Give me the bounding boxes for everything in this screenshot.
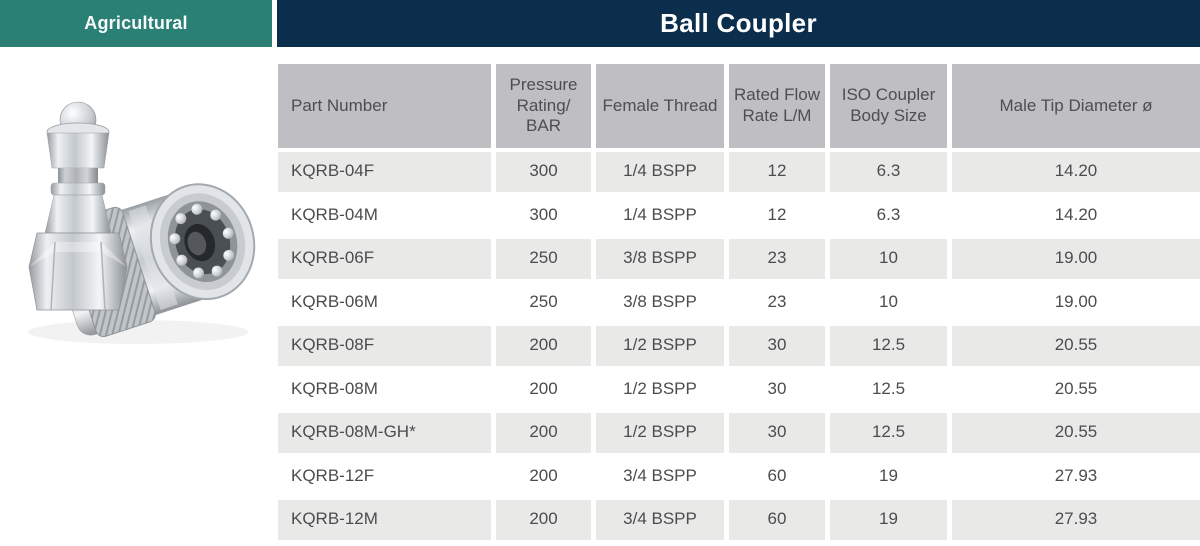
cell-rated-flow-rate: 12 xyxy=(729,195,825,235)
cell-part-number: KQRB-12M xyxy=(278,500,491,540)
cell-part-number: KQRB-08F xyxy=(278,326,491,366)
page-title: Ball Coupler xyxy=(660,8,817,38)
cell-iso-coupler-body-size: 19 xyxy=(830,456,947,496)
cell-pressure-rating-bar: 200 xyxy=(496,369,591,409)
cell-female-thread: 3/8 BSPP xyxy=(596,282,724,322)
cell-pressure-rating-bar: 300 xyxy=(496,195,591,235)
table-body: KQRB-04F 300 1/4 BSPP 12 6.3 14.20 KQRB-04M 300… xyxy=(278,152,1200,540)
table-row: KQRB-08M-GH* 200 1/2 BSPP 30 12.5 20.55 xyxy=(278,413,1200,453)
coupler-illustration xyxy=(28,101,256,344)
cell-female-thread: 1/4 BSPP xyxy=(596,152,724,192)
column-header-part-number: Part Number xyxy=(278,64,491,148)
cell-rated-flow-rate: 60 xyxy=(729,500,825,540)
cell-iso-coupler-body-size: 19 xyxy=(830,500,947,540)
cell-iso-coupler-body-size: 12.5 xyxy=(830,326,947,366)
table-header-row: Part Number Pressure Rating/ BAR Female Th… xyxy=(278,64,1200,148)
cell-part-number: KQRB-06F xyxy=(278,239,491,279)
cell-iso-coupler-body-size: 12.5 xyxy=(830,369,947,409)
title-banner: Ball Coupler xyxy=(277,0,1200,47)
cell-pressure-rating-bar: 200 xyxy=(496,326,591,366)
cell-male-tip-diameter: 19.00 xyxy=(952,239,1200,279)
cell-iso-coupler-body-size: 12.5 xyxy=(830,413,947,453)
cell-female-thread: 3/4 BSPP xyxy=(596,500,724,540)
table-row: KQRB-08F 200 1/2 BSPP 30 12.5 20.55 xyxy=(278,326,1200,366)
cell-rated-flow-rate: 30 xyxy=(729,413,825,453)
cell-male-tip-diameter: 14.20 xyxy=(952,195,1200,235)
cell-male-tip-diameter: 20.55 xyxy=(952,326,1200,366)
cell-rated-flow-rate: 30 xyxy=(729,369,825,409)
table-row: KQRB-12M 200 3/4 BSPP 60 19 27.93 xyxy=(278,500,1200,540)
cell-iso-coupler-body-size: 6.3 xyxy=(830,152,947,192)
cell-pressure-rating-bar: 200 xyxy=(496,500,591,540)
spec-table: Part Number Pressure Rating/ BAR Female Th… xyxy=(278,64,1200,544)
cell-pressure-rating-bar: 200 xyxy=(496,456,591,496)
cell-part-number: KQRB-08M xyxy=(278,369,491,409)
category-banner: Agricultural xyxy=(0,0,272,47)
table-row: KQRB-04M 300 1/4 BSPP 12 6.3 14.20 xyxy=(278,195,1200,235)
product-photo xyxy=(8,70,266,362)
cell-rated-flow-rate: 30 xyxy=(729,326,825,366)
cell-rated-flow-rate: 60 xyxy=(729,456,825,496)
cell-male-tip-diameter: 20.55 xyxy=(952,413,1200,453)
cell-female-thread: 1/4 BSPP xyxy=(596,195,724,235)
column-header-iso-coupler-body-size: ISO Coupler Body Size xyxy=(830,64,947,148)
cell-iso-coupler-body-size: 10 xyxy=(830,282,947,322)
cell-female-thread: 3/8 BSPP xyxy=(596,239,724,279)
cell-female-thread: 1/2 BSPP xyxy=(596,413,724,453)
cell-part-number: KQRB-04F xyxy=(278,152,491,192)
cell-male-tip-diameter: 14.20 xyxy=(952,152,1200,192)
cell-female-thread: 3/4 BSPP xyxy=(596,456,724,496)
cell-rated-flow-rate: 23 xyxy=(729,282,825,322)
cell-pressure-rating-bar: 200 xyxy=(496,413,591,453)
cell-iso-coupler-body-size: 10 xyxy=(830,239,947,279)
table-row: KQRB-06M 250 3/8 BSPP 23 10 19.00 xyxy=(278,282,1200,322)
cell-part-number: KQRB-04M xyxy=(278,195,491,235)
cell-male-tip-diameter: 20.55 xyxy=(952,369,1200,409)
column-header-male-tip-diameter: Male Tip Diameter ø xyxy=(952,64,1200,148)
cell-male-tip-diameter: 19.00 xyxy=(952,282,1200,322)
cell-part-number: KQRB-08M-GH* xyxy=(278,413,491,453)
table-row: KQRB-04F 300 1/4 BSPP 12 6.3 14.20 xyxy=(278,152,1200,192)
table-row: KQRB-12F 200 3/4 BSPP 60 19 27.93 xyxy=(278,456,1200,496)
cell-rated-flow-rate: 12 xyxy=(729,152,825,192)
cell-rated-flow-rate: 23 xyxy=(729,239,825,279)
column-header-rated-flow-rate: Rated Flow Rate L/M xyxy=(729,64,825,148)
cell-male-tip-diameter: 27.93 xyxy=(952,456,1200,496)
category-label: Agricultural xyxy=(84,13,188,33)
cell-female-thread: 1/2 BSPP xyxy=(596,326,724,366)
column-header-female-thread: Female Thread xyxy=(596,64,724,148)
table-row: KQRB-08M 200 1/2 BSPP 30 12.5 20.55 xyxy=(278,369,1200,409)
cell-pressure-rating-bar: 250 xyxy=(496,239,591,279)
cell-pressure-rating-bar: 300 xyxy=(496,152,591,192)
table-row: KQRB-06F 250 3/8 BSPP 23 10 19.00 xyxy=(278,239,1200,279)
cell-pressure-rating-bar: 250 xyxy=(496,282,591,322)
column-header-pressure-rating-bar: Pressure Rating/ BAR xyxy=(496,64,591,148)
cell-iso-coupler-body-size: 6.3 xyxy=(830,195,947,235)
cell-female-thread: 1/2 BSPP xyxy=(596,369,724,409)
cell-part-number: KQRB-06M xyxy=(278,282,491,322)
cell-male-tip-diameter: 27.93 xyxy=(952,500,1200,540)
cell-part-number: KQRB-12F xyxy=(278,456,491,496)
